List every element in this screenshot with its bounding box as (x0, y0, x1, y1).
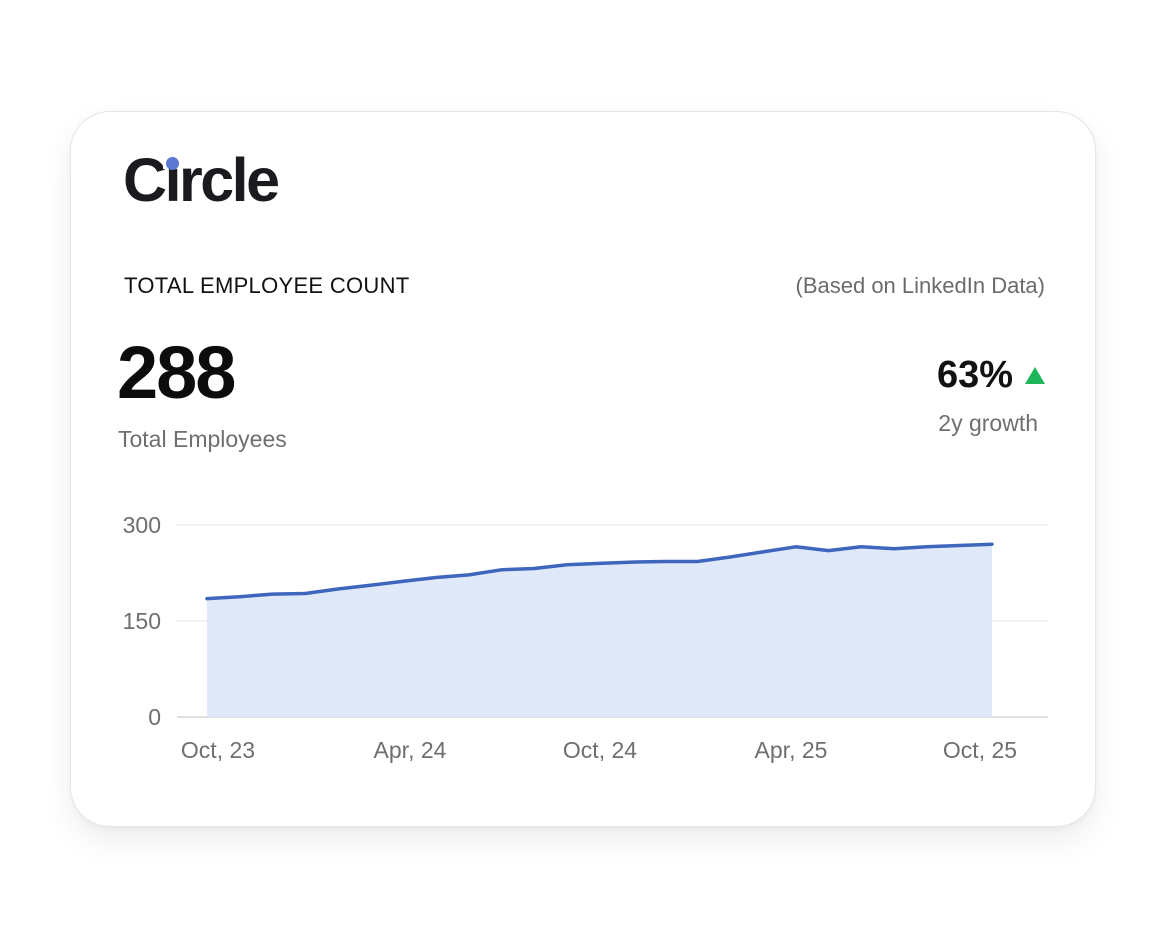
x-tick-label: Oct, 23 (181, 737, 255, 763)
series-line (205, 542, 994, 601)
y-tick-label: 300 (123, 512, 161, 538)
x-tick-label: Apr, 24 (374, 737, 447, 763)
company-logo: Ci rcle (123, 150, 280, 211)
total-employee-value: 288 (117, 331, 236, 414)
x-tick-label: Oct, 24 (563, 737, 637, 763)
series-area (207, 544, 992, 717)
x-tick-label: Oct, 25 (943, 737, 1017, 763)
logo-letter-i: i (162, 146, 182, 214)
total-employee-label: Total Employees (118, 426, 287, 452)
section-title: TOTAL EMPLOYEE COUNT (124, 273, 410, 298)
logo-text: Ci rcle (123, 146, 280, 214)
x-tick-label: Apr, 25 (755, 737, 828, 763)
growth-indicator: 63% (937, 356, 1045, 394)
growth-value: 63% (936, 354, 1013, 396)
triangle-up-icon (1025, 366, 1045, 384)
y-tick-label: 150 (123, 608, 161, 634)
growth-label: 2y growth (938, 410, 1038, 436)
employee-count-chart: 0 150 300 Oct, 23 Apr, 24 Oct, 24 Apr, 25 Oct, … (123, 512, 1048, 763)
data-source-note: (Based on LinkedIn Data) (795, 273, 1046, 298)
employee-count-card: Ci rcle TOTAL EMPLOYEE COUNT (Based on Li… (70, 111, 1096, 827)
y-tick-label: 0 (148, 704, 161, 730)
logo-dot (165, 157, 179, 170)
